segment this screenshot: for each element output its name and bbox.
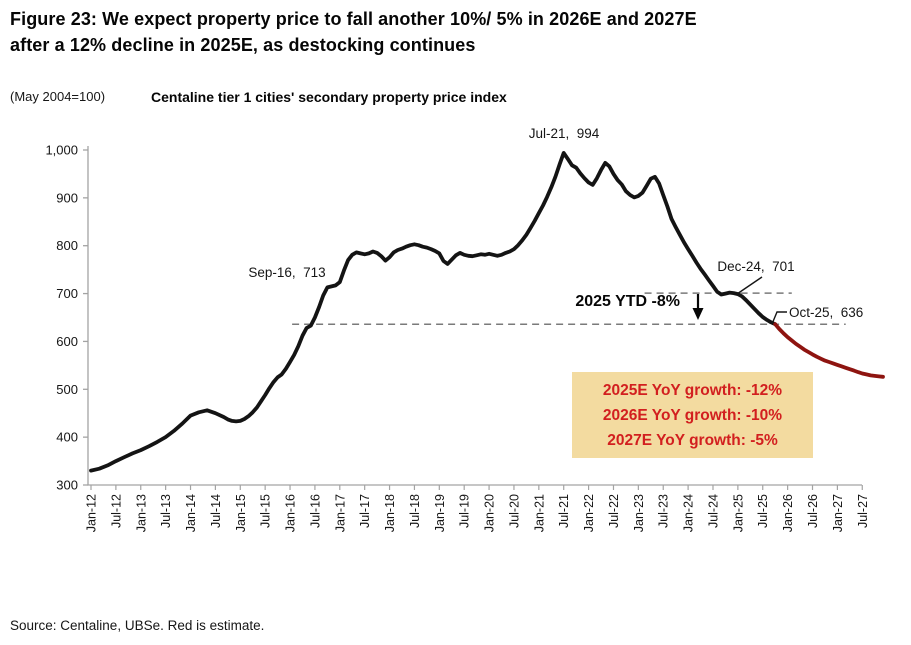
x-tick-label: Jul-26	[806, 494, 820, 528]
x-tick-label: Jul-13	[159, 494, 173, 528]
estimate-series-line	[773, 322, 885, 379]
ytd-down-arrow-head	[692, 308, 704, 320]
annotation-oct25: Oct-25, 636	[789, 305, 864, 320]
x-tick-label: Jul-24	[706, 494, 720, 528]
x-tick-label: Jul-23	[657, 494, 671, 528]
y-tick-label: 400	[56, 430, 78, 445]
figure-title-line1: Figure 23: We expect property price to f…	[10, 9, 697, 29]
x-tick-label: Jan-21	[532, 494, 546, 532]
historical-series-line	[89, 151, 778, 473]
x-tick-label: Jan-14	[184, 494, 198, 532]
annotation-jul21-peak: Jul-21, 994	[528, 126, 600, 141]
x-tick-label: Jul-27	[856, 494, 870, 528]
x-tick-label: Jul-16	[308, 494, 322, 528]
y-tick-label: 700	[56, 286, 78, 301]
y-tick-label: 800	[56, 238, 78, 253]
y-tick-label: 600	[56, 334, 78, 349]
x-tick-label: Jan-22	[582, 494, 596, 532]
figure-title-line2: after a 12% decline in 2025E, as destock…	[10, 35, 476, 55]
growth-line-2025: 2025E YoY growth: -12%	[602, 381, 783, 399]
x-tick-label: Jan-15	[234, 494, 248, 532]
x-tick-label: Jan-18	[383, 494, 397, 532]
chart-title: Centaline tier 1 cities' secondary prope…	[151, 89, 507, 105]
x-tick-label: Jul-20	[507, 494, 521, 528]
x-tick-label: Jan-17	[333, 494, 347, 532]
x-tick-label: Jan-23	[632, 494, 646, 532]
x-tick-label: Jan-19	[433, 494, 447, 532]
figure-title: Figure 23: We expect property price to f…	[10, 6, 908, 58]
x-tick-label: Jan-12	[85, 494, 99, 532]
x-tick-label: Jul-22	[607, 494, 621, 528]
source-note: Source: Centaline, UBSe. Red is estimate…	[10, 618, 265, 633]
x-tick-label: Jan-26	[781, 494, 795, 532]
x-tick-label: Jan-25	[731, 494, 745, 532]
x-tick-label: Jul-21	[557, 494, 571, 528]
y-tick-label: 500	[56, 382, 78, 397]
x-tick-label: Jul-18	[408, 494, 422, 528]
x-tick-label: Jul-15	[259, 494, 273, 528]
x-tick-label: Jul-17	[358, 494, 372, 528]
y-tick-label: 900	[56, 190, 78, 205]
y-tick-label: 300	[56, 478, 78, 493]
x-tick-label: Jan-24	[682, 494, 696, 532]
growth-line-2026: 2026E YoY growth: -10%	[602, 406, 783, 424]
dec24-connector-line	[736, 276, 763, 295]
estimate-growth-box: 2025E YoY growth: -12% 2026E YoY growth:…	[572, 372, 813, 458]
x-tick-label: Jul-12	[109, 494, 123, 528]
x-tick-label: Jan-13	[134, 494, 148, 532]
x-tick-label: Jan-20	[483, 494, 497, 532]
oct25-connector-hook	[771, 311, 787, 325]
annotation-sep16: Sep-16, 713	[248, 265, 326, 280]
annotation-2025-ytd: 2025 YTD -8%	[575, 293, 680, 310]
x-tick-label: Jan-16	[284, 494, 298, 532]
y-tick-label: 1,000	[45, 143, 78, 158]
x-tick-label: Jan-27	[831, 494, 845, 532]
axis-unit-note: (May 2004=100)	[10, 89, 106, 104]
x-tick-label: Jul-25	[756, 494, 770, 528]
x-tick-label: Jul-14	[209, 494, 223, 528]
annotation-dec24: Dec-24, 701	[717, 259, 795, 274]
x-tick-label: Jul-19	[458, 494, 472, 528]
growth-line-2027: 2027E YoY growth: -5%	[607, 431, 778, 449]
